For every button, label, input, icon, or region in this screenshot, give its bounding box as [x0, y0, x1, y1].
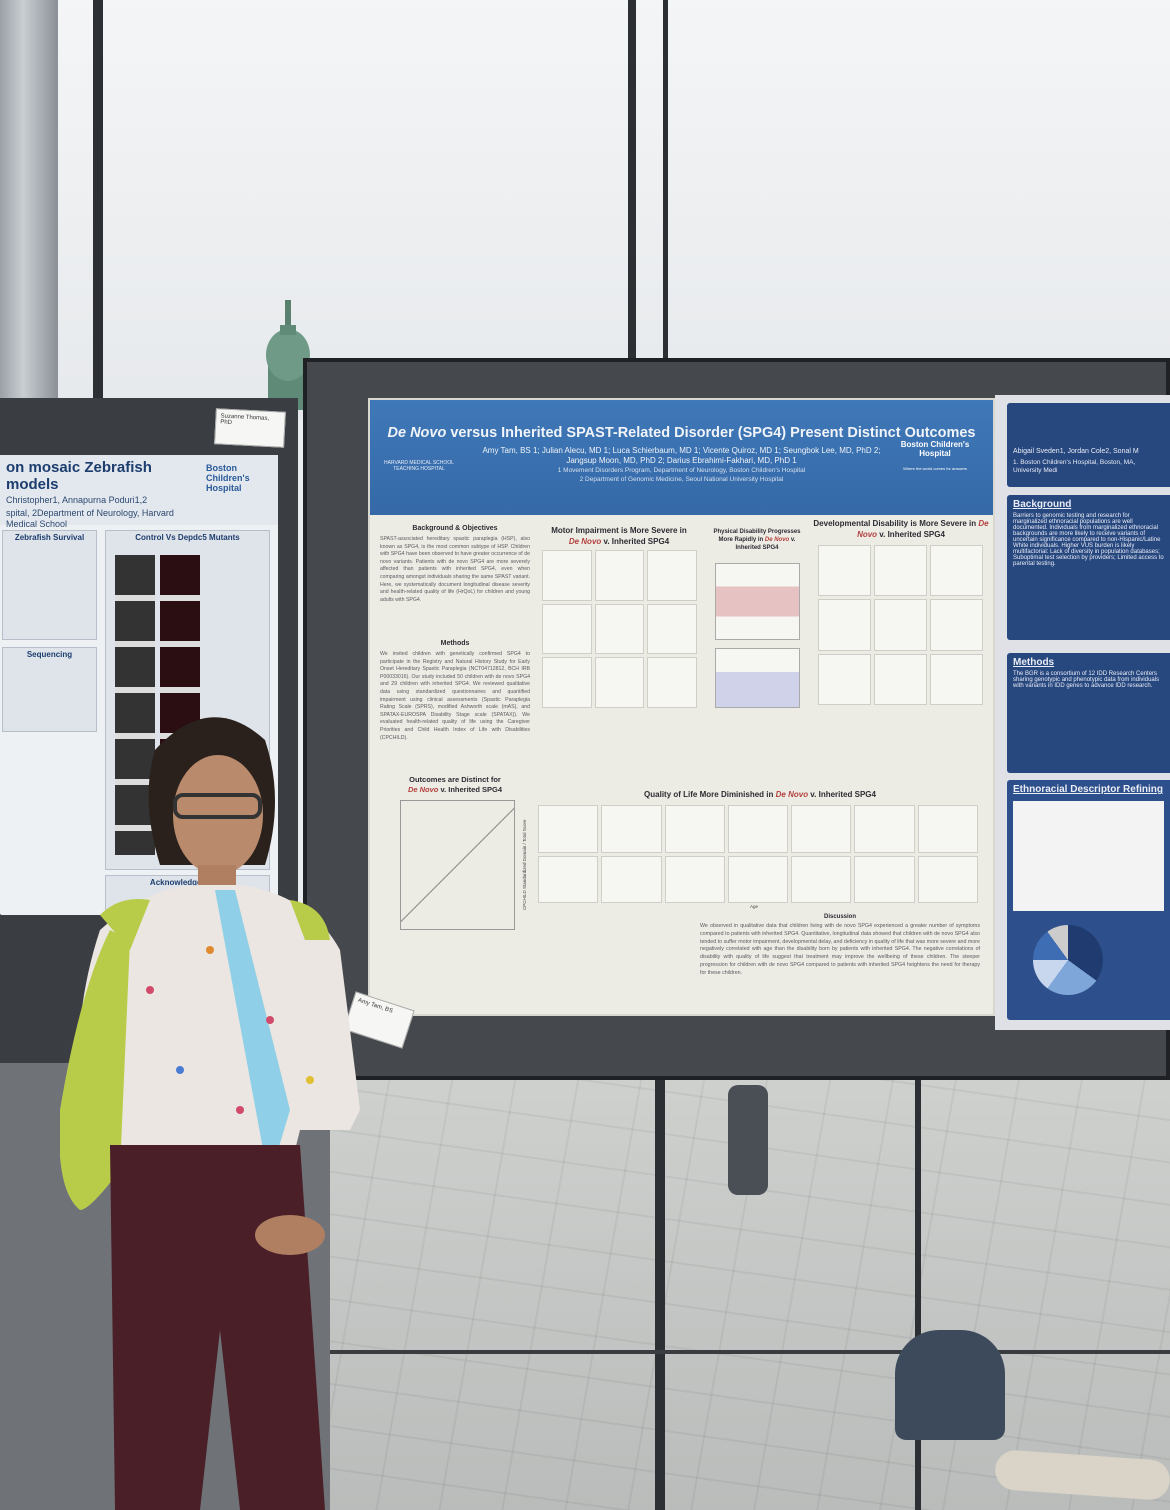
poster-left-logo: Boston Children's Hospital: [206, 463, 250, 493]
outcomes-scatter-plot: [400, 800, 515, 930]
poster-right-background: Background Barriers to genomic testing an…: [1007, 495, 1170, 640]
methods-heading: Methods: [1013, 657, 1055, 668]
motor-plots: [542, 550, 697, 708]
heading-part: v. Inherited SPG4: [438, 785, 503, 794]
section-sequencing: Sequencing: [2, 647, 97, 732]
bch-tagline: Where the world comes for answers: [903, 466, 967, 471]
presenter-person: [60, 717, 360, 1510]
poster-banner: De Novo versus Inherited SPAST-Related D…: [370, 400, 993, 515]
poster-center: De Novo versus Inherited SPAST-Related D…: [368, 398, 995, 1016]
heading-part: Physical Disability Progresses More Rapi…: [713, 529, 801, 543]
methods-text: We invited children with genetically con…: [380, 651, 530, 741]
poster-right-methods: Methods The BGR is a consortium of 12 IDD…: [1007, 653, 1170, 773]
bch-logo: Boston Children's Hospital Where the worl…: [885, 440, 985, 471]
concrete-pillar: [0, 0, 58, 420]
outcomes-heading: Outcomes are Distinct for De Novo v. Inhe…: [380, 775, 530, 795]
passerby: [895, 1330, 1005, 1440]
poster-left-title: on mosaic Zebrafish models: [6, 459, 152, 493]
poster-right-banner: Abigail Sveden1, Jordan Cole2, Sonal M 1.…: [1007, 403, 1170, 487]
window-sky: [0, 0, 1170, 420]
heading-part: De Novo: [764, 537, 790, 543]
window-mullion: [628, 0, 636, 370]
heading-part: De Novo: [407, 785, 439, 794]
background-heading: Background & Objectives: [412, 525, 498, 532]
heading-part: Quality of Life More Diminished in: [644, 790, 776, 799]
poster-left-authors: Christopher1, Annapurna Poduri1,2: [6, 495, 148, 505]
ethno-heading: Ethnoracial Descriptor Refining: [1013, 784, 1164, 795]
background-text: SPAST-associated hereditary spastic para…: [380, 536, 530, 603]
window-mullion: [663, 0, 668, 370]
heading-part: De Novo: [857, 519, 989, 539]
window-mullion: [93, 0, 103, 410]
heading-part: v. Inherited SPG4: [601, 537, 670, 546]
survival-curve-plot: [715, 648, 800, 708]
background-heading: Background: [1013, 499, 1072, 510]
methods-heading: Methods: [440, 640, 470, 647]
heading-part: v. Inherited SPG4: [735, 537, 796, 551]
heading-part: De Novo: [568, 537, 602, 546]
passerby: [728, 1085, 768, 1195]
poster-right-affiliation: 1. Boston Children's Hospital, Boston, M…: [1013, 459, 1136, 474]
heading-part: v. Inherited SPG4: [808, 790, 876, 799]
affiliation-2: 2 Department of Genomic Medicine, Seoul …: [579, 476, 784, 483]
window-mullion: [655, 1075, 665, 1510]
qol-ylabel: CPCHILD Standardized Domain / Total Scor…: [522, 819, 527, 910]
methods-text: The BGR is a consortium of 12 IDD Resear…: [1013, 671, 1160, 689]
survival-curve-plot: [715, 563, 800, 640]
window-rail: [330, 1350, 1170, 1354]
physical-heading: Physical Disability Progresses More Rapi…: [708, 528, 806, 552]
poster-authors: Amy Tam, BS 1; Julian Alecu, MD 1; Luca …: [482, 446, 881, 465]
title-italic: De Novo: [387, 425, 447, 441]
developmental-heading: Developmental Disability is More Severe …: [812, 518, 990, 540]
poster-right: Abigail Sveden1, Jordan Cole2, Sonal M 1.…: [995, 395, 1170, 1030]
title-rest: versus Inherited SPAST-Related Disorder …: [446, 425, 976, 441]
affiliation-1: 1 Movement Disorders Program, Department…: [557, 467, 806, 474]
window-mullion: [915, 1075, 921, 1510]
poster-right-ethnoracial: Ethnoracial Descriptor Refining: [1007, 780, 1170, 1020]
heading-part: Motor Impairment is More Severe in: [551, 526, 687, 535]
discussion-heading: Discussion: [823, 914, 856, 920]
qol-plots: [538, 805, 978, 903]
poster-left-affiliation: spital, 2Department of Neurology, Harvar…: [6, 508, 174, 529]
heading-part: Developmental Disability is More Severe …: [813, 519, 979, 528]
microscopy-images: [115, 555, 155, 855]
discussion-text: We observed in qualitative data that chi…: [700, 923, 980, 976]
background-text: Barriers to genomic testing and research…: [1013, 513, 1164, 567]
bch-logo-text: Boston Children's Hospital: [900, 440, 970, 458]
section-survival: Zebrafish Survival: [2, 530, 97, 640]
poster-right-authors: Abigail Sveden1, Jordan Cole2, Sonal M: [1013, 448, 1139, 455]
developmental-plots: [818, 545, 983, 705]
pie-chart: [1033, 925, 1103, 995]
name-card-left: Suzanne Thomas, PhD: [214, 408, 286, 448]
heading-part: v. Inherited SPG4: [877, 530, 945, 539]
heading-part: Outcomes are Distinct for: [409, 775, 501, 784]
qol-xlabel: Age: [750, 904, 759, 909]
qol-heading: Quality of Life More Diminished in De No…: [540, 790, 980, 799]
heading-part: De Novo: [775, 790, 809, 799]
poster-title: De Novo versus Inherited SPAST-Related D…: [370, 425, 993, 442]
motor-heading: Motor Impairment is More Severe in De Nov…: [535, 525, 703, 547]
harvard-logo: HARVARD MEDICAL SCHOOL TEACHING HOSPITAL: [384, 460, 454, 472]
